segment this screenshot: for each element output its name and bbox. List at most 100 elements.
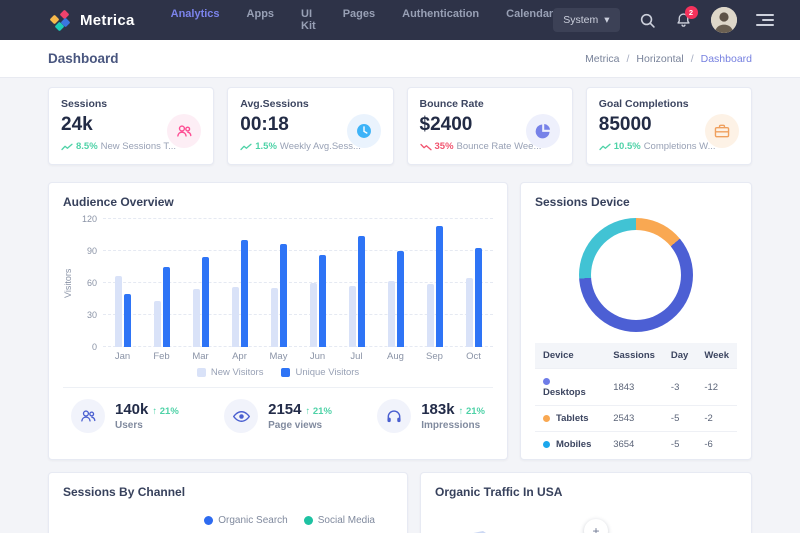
divider	[63, 387, 493, 388]
bar-unique-visitors-may	[279, 243, 287, 347]
sessions-device-donut-chart	[579, 218, 693, 332]
bar-unique-visitors-aug	[396, 251, 404, 347]
device-table-head: Device Sassions Day Week	[535, 343, 737, 369]
device-table: Device Sassions Day Week Desktops 1843 -3 -12 T…	[535, 343, 737, 458]
gridline-90	[103, 250, 493, 251]
legend-new-visitors[interactable]: New Visitors	[196, 367, 264, 378]
brand[interactable]: Metrica	[49, 9, 135, 32]
bell-icon[interactable]: 2	[675, 6, 698, 29]
device-table-body: Desktops 1843 -3 -12 Tablets 2543 -5 -2 Mobiles 3…	[535, 367, 737, 458]
bar-new-visitors-jan	[114, 275, 122, 347]
trend-percent: 10.5%	[613, 141, 641, 152]
summary-stat-users: 140k ↑ 21% Users	[71, 399, 179, 433]
channel-legend-dot	[303, 516, 313, 525]
stat-card-value: $2400	[419, 114, 473, 135]
y-axis-ticks: 0 30 60 90 120	[75, 214, 103, 352]
legend-unique-visitors[interactable]: Unique Visitors	[281, 367, 359, 378]
device-dot	[543, 441, 550, 449]
legend-label: Unique Visitors	[295, 367, 360, 378]
pie-icon	[525, 114, 560, 148]
y-tick-60: 60	[86, 278, 97, 288]
bar-new-visitors-oct	[465, 277, 473, 347]
audience-overview-title: Audience Overview	[63, 195, 174, 209]
nav-item-authentication[interactable]: Authentication	[402, 8, 480, 20]
nav-item-apps[interactable]: Apps	[246, 8, 275, 20]
system-dropdown-label: System	[563, 14, 599, 26]
breadcrumb-item-horizontal[interactable]: Horizontal	[636, 52, 684, 65]
x-label-oct: Oct	[466, 351, 481, 362]
bar-unique-visitors-jan	[123, 293, 131, 347]
trend-percent: 8.5%	[76, 141, 98, 152]
nav-item-ui-kit[interactable]: UI Kit	[301, 8, 316, 32]
stat-card-label: Goal Completions	[598, 98, 689, 110]
bar-new-visitors-aug	[387, 280, 395, 347]
nav-item-analytics[interactable]: Analytics	[170, 8, 220, 20]
summary-stat-value-line: 183k ↑ 21%	[421, 401, 485, 419]
table-row-tablets: Tablets 2543 -5 -2	[535, 405, 737, 432]
legend-label: New Visitors	[210, 367, 264, 378]
trend-up-icon	[240, 143, 252, 151]
x-label-apr: Apr	[232, 351, 247, 362]
device-cell: Mobiles	[535, 431, 606, 458]
bar-new-visitors-jun	[309, 283, 317, 347]
summary-stat-page-views: 2154 ↑ 21% Page views	[224, 399, 332, 433]
device-cell: Tablets	[535, 405, 606, 432]
nav-item-calendar[interactable]: Calendar	[506, 8, 554, 20]
stat-card-trend: 8.5% New Sessions T...	[61, 141, 201, 152]
x-label-mar: Mar	[192, 351, 209, 362]
notification-badge: 2	[684, 6, 698, 19]
x-label-may: May	[269, 351, 288, 362]
device-name: Mobiles	[556, 439, 592, 451]
x-axis-labels: Jan Feb Mar Apr May Jun Jul Aug Sep Oct	[103, 351, 493, 362]
week-cell: -12	[696, 367, 737, 406]
sessions-device-card: Sessions Device Device Sassions Day Week De…	[520, 182, 752, 460]
bar-unique-visitors-apr	[240, 240, 248, 347]
x-label-feb: Feb	[153, 351, 170, 362]
bar-group-jul	[337, 219, 376, 347]
breadcrumb: Metrica / Horizontal / Dashboard	[585, 53, 752, 65]
y-axis-title: Visitors	[63, 268, 73, 298]
bar-unique-visitors-mar	[201, 257, 209, 347]
map-zoom-in-button[interactable]: +	[584, 519, 608, 533]
avatar[interactable]	[710, 7, 737, 33]
nav-item-pages[interactable]: Pages	[342, 8, 376, 20]
bar-new-visitors-apr	[231, 287, 239, 347]
summary-stat-value: 2154	[268, 401, 302, 418]
stat-card-avg-sessions: Avg.Sessions 00:18 1.5% Weekly Avg.Sess...	[227, 87, 394, 165]
day-cell: -5	[662, 431, 697, 458]
bar-unique-visitors-jul	[357, 236, 365, 347]
donut-hole	[591, 230, 681, 320]
breadcrumb-item-dashboard: Dashboard	[700, 52, 752, 65]
page-title: Dashboard	[48, 51, 119, 66]
trend-text: Bounce Rate Wee...	[456, 141, 542, 152]
channel-legend-organic-search[interactable]: Organic Search	[204, 515, 288, 526]
device-table-header-row: Device Sassions Day Week	[535, 343, 737, 369]
search-icon[interactable]	[639, 12, 656, 29]
top-navbar: Metrica Analytics Apps UI Kit Pages Authenti…	[0, 0, 800, 40]
y-tick-30: 30	[86, 310, 97, 320]
summary-stat-impressions: 183k ↑ 21% Impressions	[377, 399, 485, 433]
trend-up-icon	[61, 143, 73, 151]
stat-card-label: Sessions	[61, 98, 108, 110]
device-dot	[543, 415, 550, 423]
legend-swatch	[196, 368, 206, 377]
summary-stat-label: Impressions	[421, 420, 481, 431]
stat-card-label: Avg.Sessions	[240, 98, 309, 110]
device-name: Desktops	[543, 387, 586, 398]
summary-stat-value: 140k	[115, 401, 149, 418]
stat-card-goal-completions: Goal Completions 85000 10.5% Completions W.…	[585, 87, 752, 165]
breadcrumb-separator: /	[626, 52, 630, 65]
eye-icon	[224, 399, 259, 433]
breadcrumb-item-metrica[interactable]: Metrica	[585, 52, 620, 65]
clock-icon	[346, 114, 381, 148]
channel-legend-label: Social Media	[317, 515, 375, 526]
channel-legend-social-media[interactable]: Social Media	[303, 515, 375, 526]
col-week: Week	[696, 343, 737, 369]
users-icon	[167, 114, 202, 148]
bar-new-visitors-mar	[192, 289, 200, 347]
trend-up-icon	[599, 143, 611, 151]
menu-icon[interactable]	[755, 14, 774, 26]
system-dropdown[interactable]: System ▾	[553, 8, 620, 32]
day-cell: -3	[662, 367, 697, 406]
bar-group-feb	[142, 219, 181, 347]
